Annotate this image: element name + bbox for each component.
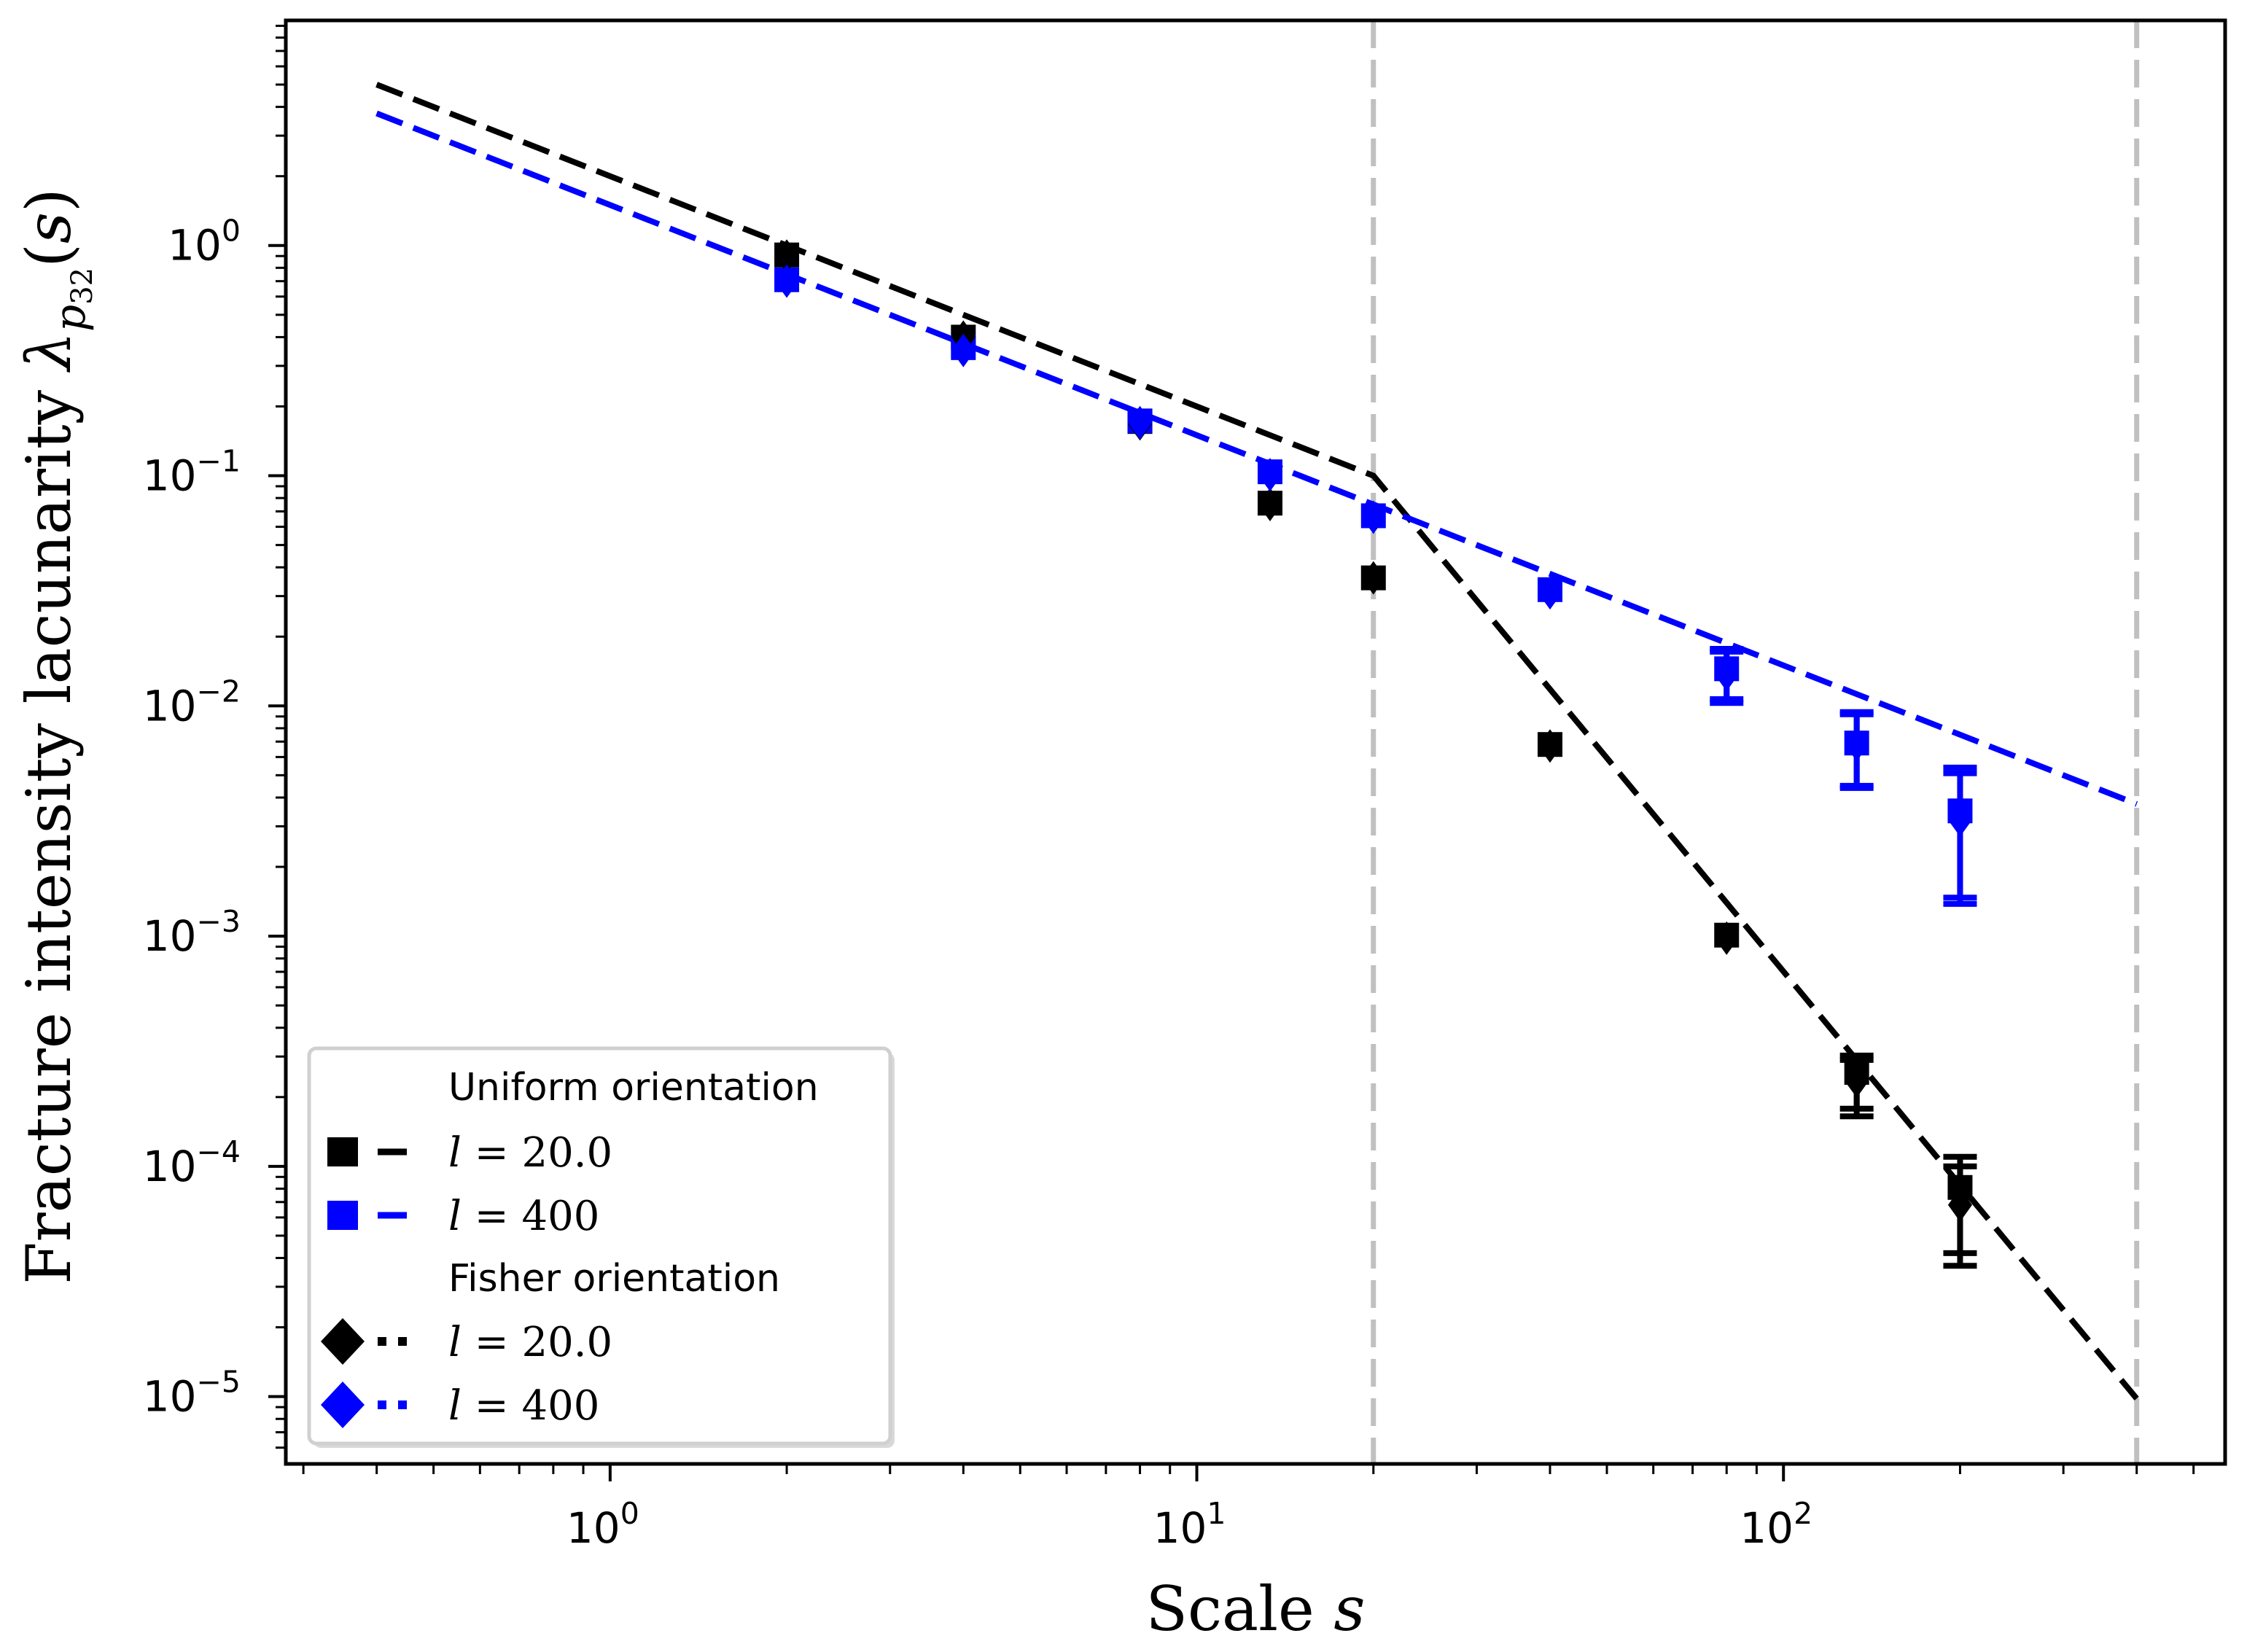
legend-diamond-marker-icon <box>321 1382 365 1428</box>
x-tick-exp: 2 <box>1794 1496 1812 1531</box>
legend-title-text: Uniform orientation <box>448 1066 819 1110</box>
data-point-diamond <box>951 333 975 367</box>
y-tick-base: 10 <box>143 1372 197 1422</box>
fit-line-0 <box>375 82 2139 1400</box>
legend-dot-icon <box>398 1400 407 1409</box>
legend-label: l = 400 <box>448 1382 599 1430</box>
data-point-diamond <box>1845 1064 1869 1098</box>
plot-content <box>375 20 2140 1464</box>
legend-entry: l = 400 <box>327 1193 599 1240</box>
legend-dot-icon <box>378 1400 386 1409</box>
y-axis-label-arg: s <box>13 212 85 243</box>
x-tick-label: 101 <box>1153 1496 1226 1553</box>
data-point-diamond <box>1714 921 1739 955</box>
y-tick-exp: −2 <box>197 674 241 709</box>
legend-label-value: = 20.0 <box>462 1129 612 1177</box>
y-tick-base: 10 <box>143 911 197 961</box>
y-tick-label: 10−5 <box>143 1365 241 1422</box>
y-tick-exp: 0 <box>222 214 241 249</box>
y-tick-label: 10−2 <box>143 674 241 730</box>
y-axis-label: Fracture intensity lacunarity λp32(s) <box>13 188 99 1285</box>
y-tick-label: 100 <box>168 214 241 270</box>
y-tick-label: 10−1 <box>143 444 241 501</box>
x-tick-exp: 0 <box>620 1496 639 1531</box>
data-point-diamond <box>1258 458 1282 492</box>
y-tick-base: 10 <box>168 221 222 270</box>
y-tick-exp: −1 <box>197 444 241 479</box>
fit-line-1 <box>375 110 2138 807</box>
y-axis-label-subsub: 32 <box>66 268 99 305</box>
x-axis: 100 101 102 <box>302 1464 2195 1553</box>
legend-diamond-marker-icon <box>321 1318 365 1365</box>
legend-box <box>307 1046 892 1446</box>
legend-group-title: Fisher orientation <box>448 1257 780 1301</box>
y-tick-exp: −5 <box>197 1365 241 1400</box>
y-axis-label-paren-open: ( <box>13 243 85 268</box>
legend-dot-icon <box>398 1337 407 1346</box>
x-tick-exp: 1 <box>1207 1496 1226 1531</box>
y-tick-base: 10 <box>143 451 197 501</box>
x-tick-label: 102 <box>1740 1496 1812 1553</box>
legend-label-value: = 20.0 <box>462 1319 612 1366</box>
legend-square-marker-icon <box>327 1137 358 1166</box>
legend-square-marker-icon <box>327 1201 358 1230</box>
data-point-diamond <box>1714 658 1739 692</box>
data-point-diamond <box>774 264 799 298</box>
legend-label-value: = 400 <box>462 1193 599 1240</box>
x-tick-base: 10 <box>566 1503 620 1553</box>
y-axis-label-paren-close: ) <box>13 188 85 212</box>
y-axis-label-lambda: λ <box>13 332 85 373</box>
legend-label: l = 20.0 <box>448 1129 612 1177</box>
legend-title-text: Fisher orientation <box>448 1257 780 1301</box>
data-point-diamond <box>1845 728 1869 762</box>
data-point-diamond <box>1947 1188 1973 1222</box>
x-axis-label-var: s <box>1333 1573 1365 1645</box>
series-3 <box>774 264 1977 907</box>
legend-entry: l = 400 <box>321 1382 599 1430</box>
data-point-diamond <box>1361 561 1386 595</box>
y-tick-base: 10 <box>143 681 197 730</box>
y-tick-base: 10 <box>143 1142 197 1191</box>
legend-label: l = 400 <box>448 1193 599 1240</box>
legend-entry: l = 20.0 <box>321 1318 612 1366</box>
plot-area <box>284 18 2227 1466</box>
y-tick-exp: −3 <box>197 904 241 939</box>
legend-entry: l = 20.0 <box>327 1129 612 1177</box>
y-axis-label-sub: p <box>45 305 95 332</box>
legend-label-var: l <box>448 1129 462 1177</box>
data-point-diamond <box>1538 729 1562 763</box>
series-2 <box>774 239 1977 1269</box>
x-axis-label-text: Scale <box>1145 1573 1333 1645</box>
legend-dot-icon <box>378 1337 386 1346</box>
data-point-diamond <box>774 239 799 273</box>
x-tick-base: 10 <box>1153 1503 1207 1553</box>
data-point-diamond <box>1258 487 1282 521</box>
data-point-diamond <box>1538 576 1562 610</box>
data-point-diamond <box>1947 803 1973 837</box>
y-tick-exp: −4 <box>197 1134 241 1169</box>
legend-label-var: l <box>448 1193 462 1240</box>
y-axis-label-text: Fracture intensity lacunarity <box>13 370 85 1285</box>
legend-label: l = 20.0 <box>448 1319 612 1366</box>
y-tick-label: 10−4 <box>143 1134 241 1191</box>
data-point-diamond <box>1361 500 1386 534</box>
legend-label-var: l <box>448 1382 462 1430</box>
y-tick-label: 10−3 <box>143 904 241 961</box>
legend-label-var: l <box>448 1319 462 1366</box>
legend-group-title: Uniform orientation <box>448 1066 819 1110</box>
x-tick-base: 10 <box>1740 1503 1794 1553</box>
data-point-diamond <box>1128 405 1153 440</box>
legend-label-value: = 400 <box>462 1382 599 1430</box>
x-tick-label: 100 <box>566 1496 639 1553</box>
x-axis-label: Scale s <box>1145 1573 1365 1645</box>
